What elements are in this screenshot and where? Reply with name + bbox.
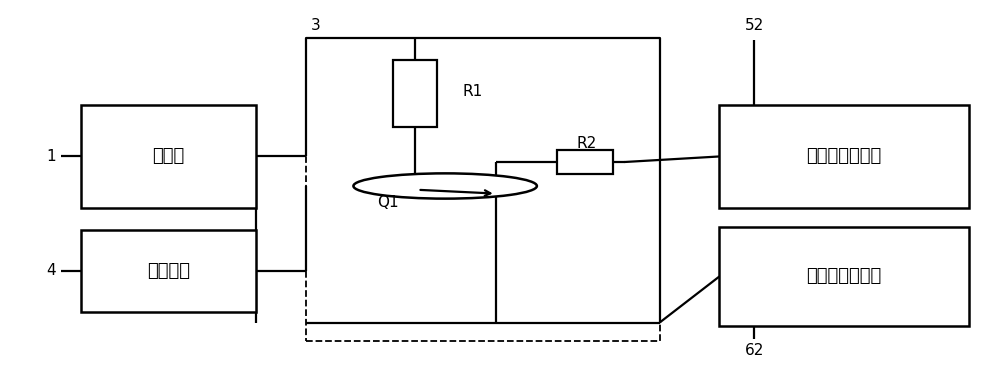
Bar bbox=[306, 38, 660, 341]
Text: R2: R2 bbox=[577, 136, 597, 151]
Text: 第二同轴线外芯: 第二同轴线外芯 bbox=[806, 267, 882, 285]
Text: 62: 62 bbox=[745, 343, 764, 358]
Bar bbox=[81, 105, 256, 208]
Text: 3: 3 bbox=[311, 18, 320, 33]
Bar bbox=[81, 230, 256, 311]
Text: R1: R1 bbox=[462, 84, 482, 99]
Text: 报警单元: 报警单元 bbox=[147, 262, 190, 280]
Ellipse shape bbox=[353, 173, 537, 199]
Bar bbox=[719, 227, 969, 326]
Text: 1: 1 bbox=[47, 149, 56, 164]
Text: Q1: Q1 bbox=[377, 195, 399, 210]
Text: 4: 4 bbox=[47, 263, 56, 278]
Text: 主电池: 主电池 bbox=[152, 147, 185, 166]
Text: 52: 52 bbox=[745, 18, 764, 33]
Bar bbox=[557, 150, 613, 174]
Bar bbox=[719, 105, 969, 208]
Text: 第一同轴线外芯: 第一同轴线外芯 bbox=[806, 147, 882, 166]
Bar bbox=[393, 61, 437, 127]
